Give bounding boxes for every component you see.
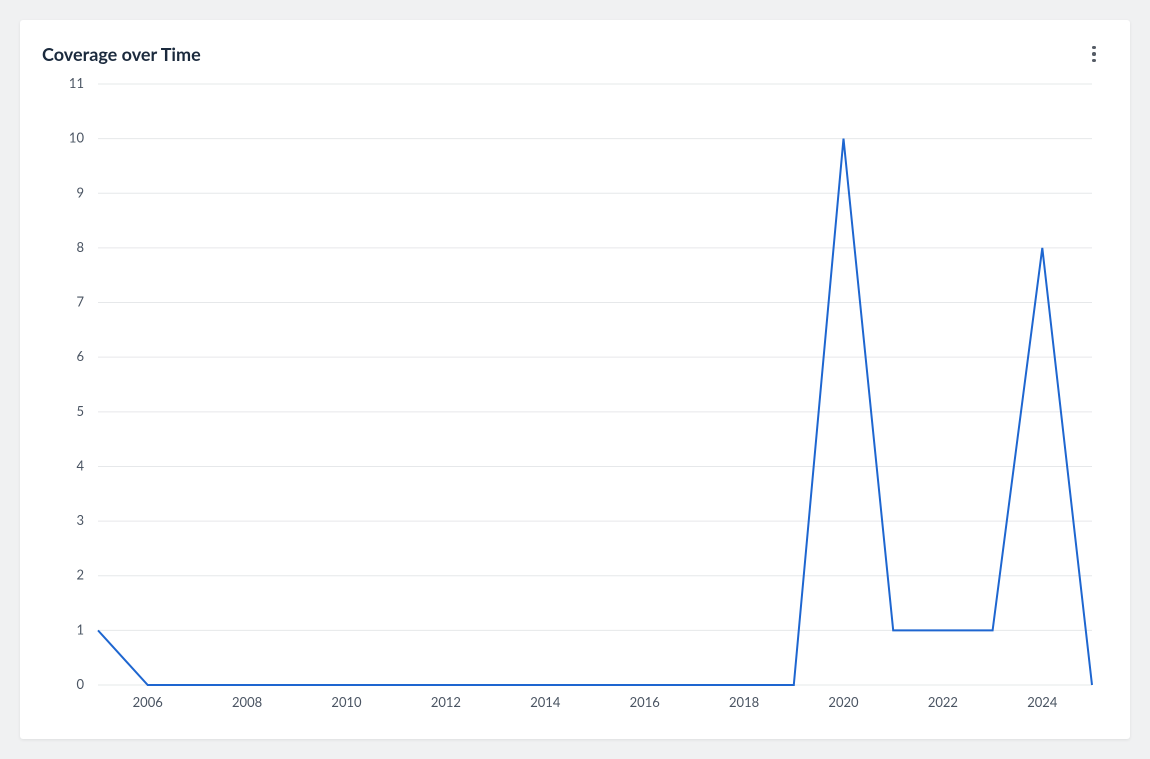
svg-text:2010: 2010	[331, 694, 362, 710]
svg-text:2008: 2008	[232, 694, 262, 710]
card-title: Coverage over Time	[42, 43, 201, 65]
svg-text:7: 7	[76, 294, 84, 310]
svg-text:2: 2	[76, 567, 84, 583]
chart-container: 0 1 2 3 4 5 6 7 8 9 10 11 2006 2008 2010 2012 2014 2016 20…	[42, 76, 1108, 719]
card-menu-button[interactable]	[1080, 40, 1108, 68]
kebab-icon	[1092, 46, 1096, 63]
svg-text:2016: 2016	[630, 694, 660, 710]
svg-text:10: 10	[69, 130, 85, 146]
svg-text:6: 6	[76, 348, 84, 364]
svg-text:1: 1	[76, 621, 84, 637]
svg-text:2020: 2020	[828, 694, 859, 710]
svg-text:9: 9	[76, 184, 84, 200]
svg-text:3: 3	[76, 512, 84, 528]
svg-text:5: 5	[76, 403, 84, 419]
svg-text:0: 0	[76, 676, 84, 692]
coverage-line-chart: 0 1 2 3 4 5 6 7 8 9 10 11 2006 2008 2010 2012 2014 2016 20…	[42, 76, 1108, 719]
svg-text:4: 4	[76, 457, 84, 473]
svg-text:2006: 2006	[133, 694, 163, 710]
svg-text:8: 8	[76, 239, 84, 255]
svg-text:2012: 2012	[431, 694, 461, 710]
card-header: Coverage over Time	[42, 40, 1108, 68]
svg-text:2024: 2024	[1027, 694, 1058, 710]
svg-text:2022: 2022	[928, 694, 958, 710]
svg-text:2014: 2014	[530, 694, 561, 710]
svg-text:2018: 2018	[729, 694, 759, 710]
chart-card: Coverage over Time 0 1 2 3 4 5 6 7 8 9 10 11 2006 200…	[20, 20, 1130, 739]
svg-text:11: 11	[69, 76, 84, 91]
